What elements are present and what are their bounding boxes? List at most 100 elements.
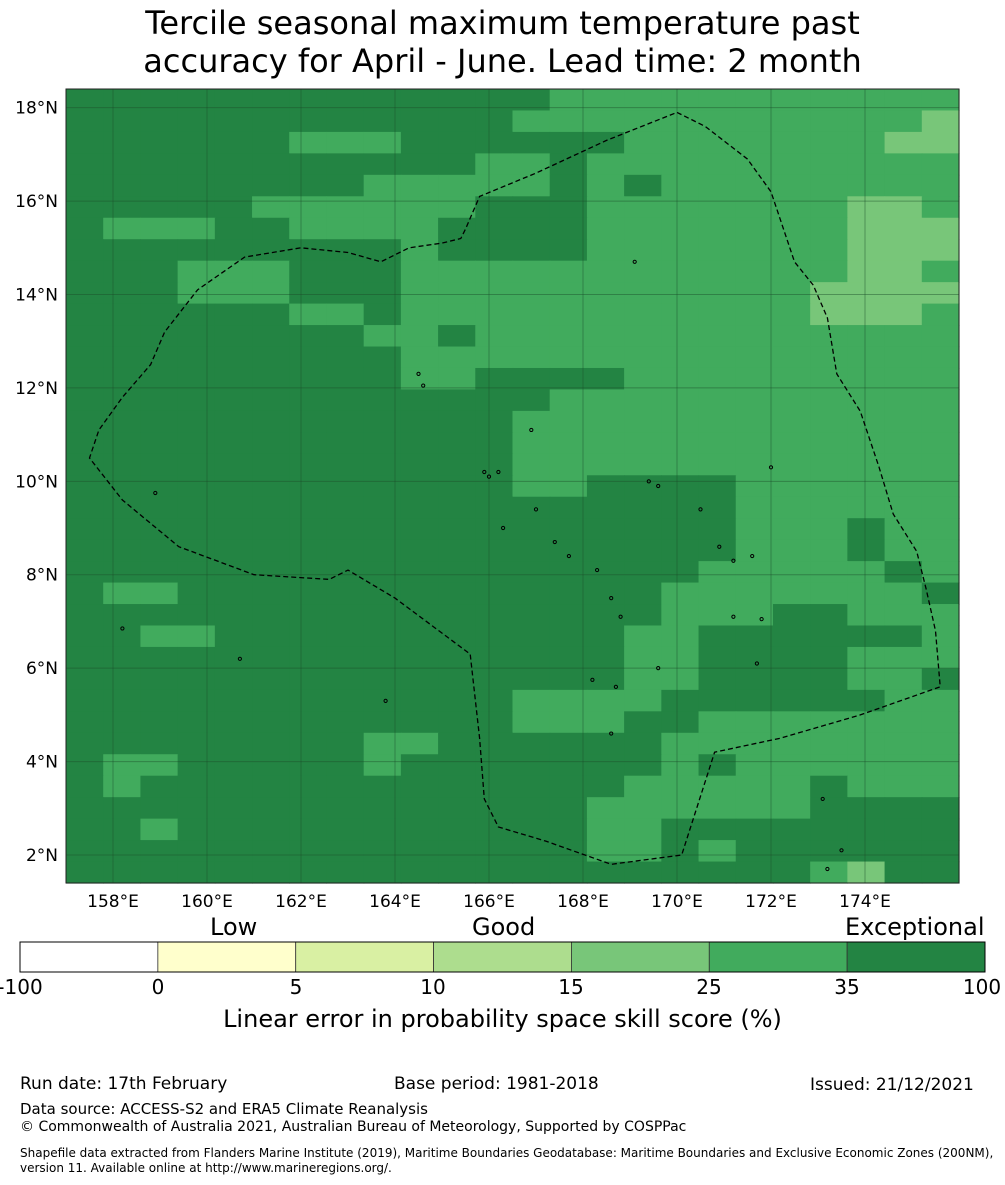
grid-cell — [847, 89, 886, 112]
grid-cell — [735, 303, 774, 326]
grid-cell — [289, 410, 328, 433]
island-outline — [632, 259, 637, 264]
grid-cell — [735, 453, 774, 476]
colorbar-tick-label: 15 — [558, 975, 584, 999]
grid-cell — [884, 410, 923, 433]
island-outlines — [120, 259, 844, 872]
grid-cell — [140, 325, 179, 348]
grid-cell — [624, 668, 662, 691]
grid-cell — [661, 775, 700, 798]
grid-cell — [512, 89, 551, 112]
latitude-tick-label: 18°N — [15, 99, 58, 119]
grid-cell — [400, 582, 439, 605]
grid-cell — [252, 389, 290, 412]
colorbar-tick-label: 0 — [151, 975, 165, 999]
grid-cell — [103, 561, 142, 584]
grid-cell — [140, 367, 179, 391]
grid-cell — [140, 389, 179, 412]
grid-cell — [177, 625, 216, 648]
grid-cell — [884, 732, 923, 755]
grid-cell — [326, 239, 365, 262]
latitude-tick-label: 4°N — [26, 753, 58, 773]
grid-cell — [586, 367, 625, 391]
grid-cell — [140, 110, 179, 133]
grid-cell — [921, 775, 960, 798]
grid-cell — [624, 217, 662, 240]
grid-cell — [438, 840, 476, 863]
grid-cell — [661, 282, 700, 305]
grid-cell — [810, 775, 848, 798]
grid-cell — [289, 174, 328, 197]
colorbar-bin — [571, 941, 710, 973]
grid-cell — [400, 732, 439, 755]
grid-cell — [772, 453, 811, 476]
grid-cell — [847, 282, 886, 305]
grid-cell — [140, 346, 179, 369]
grid-cell — [475, 239, 514, 262]
grid-cell — [586, 453, 625, 476]
grid-cell — [289, 818, 328, 841]
grid-cell — [735, 217, 774, 240]
grid-cell — [549, 260, 588, 283]
grid-cell — [921, 389, 960, 412]
grid-cell — [252, 754, 290, 777]
island-outline — [501, 525, 506, 531]
grid-cell — [103, 389, 142, 412]
grid-cell — [661, 668, 700, 691]
grid-cell — [103, 217, 142, 240]
grid-cell — [289, 625, 328, 648]
grid-cell — [586, 732, 625, 755]
grid-cell — [475, 689, 514, 712]
latitude-tick-label: 2°N — [26, 846, 58, 866]
grid-cell — [624, 153, 662, 176]
grid-cell — [884, 775, 923, 798]
grid-cell — [810, 689, 848, 712]
grid-cell — [326, 711, 365, 734]
grid-cell — [661, 432, 700, 455]
grid-cell — [624, 475, 662, 498]
grid-cell — [847, 389, 886, 412]
colorbar-tick-label: 35 — [834, 975, 860, 999]
grid-cell — [735, 797, 774, 820]
grid-cell — [66, 282, 104, 305]
grid-cell — [66, 646, 104, 670]
grid-cell — [810, 260, 848, 283]
grid-cell — [772, 410, 811, 433]
island-outline — [421, 383, 426, 388]
grid-cell — [698, 518, 737, 541]
grid-cell — [438, 260, 476, 283]
grid-cell — [66, 367, 104, 391]
grid-cell — [214, 539, 253, 562]
grid-cell — [177, 453, 216, 476]
grid-cell — [363, 346, 402, 369]
grid-cell — [810, 131, 848, 154]
grid-cell — [438, 496, 476, 519]
grid-cell — [772, 518, 811, 541]
grid-cell — [214, 668, 253, 691]
grid-cell — [661, 217, 700, 240]
grid-cell — [624, 453, 662, 476]
grid-cell — [772, 217, 811, 240]
grid-cell — [326, 861, 365, 884]
grid-cell — [438, 303, 476, 326]
grid-cell — [475, 646, 514, 670]
island-outline — [717, 544, 722, 549]
grid-cell — [252, 496, 290, 519]
island-outline — [820, 796, 825, 802]
grid-cell — [586, 131, 625, 154]
grid-cell — [289, 754, 328, 777]
grid-cell — [586, 217, 625, 240]
grid-cell — [66, 260, 104, 283]
grid-cell — [661, 861, 700, 884]
grid-cell — [921, 561, 960, 584]
grid-cell — [289, 689, 328, 712]
run-date: Run date: 17th February — [20, 1074, 228, 1094]
grid-cell — [735, 754, 774, 777]
grid-cell — [363, 861, 402, 884]
grid-cell — [810, 561, 848, 584]
colorbar-bin — [295, 941, 434, 973]
grid-cell — [289, 260, 328, 283]
colorbar-tick-label: 25 — [696, 975, 722, 999]
grid-cell — [438, 668, 476, 691]
map-title-line2: accuracy for April - June. Lead time: 2 … — [143, 42, 862, 80]
